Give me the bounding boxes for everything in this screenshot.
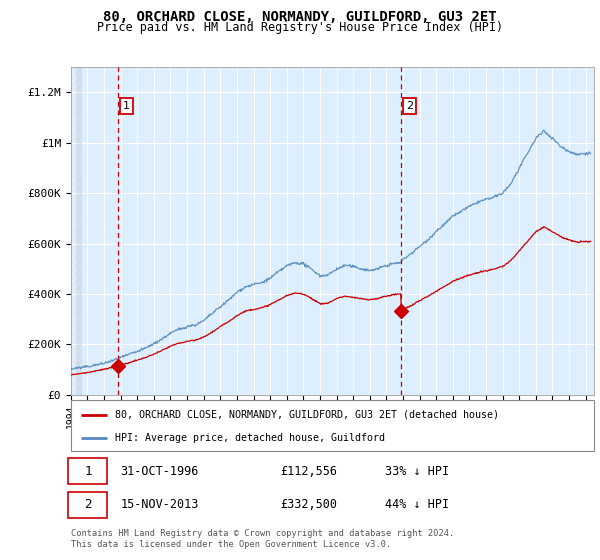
Bar: [76, 67, 82, 395]
Text: 80, ORCHARD CLOSE, NORMANDY, GUILDFORD, GU3 2ET: 80, ORCHARD CLOSE, NORMANDY, GUILDFORD, …: [103, 10, 497, 24]
FancyBboxPatch shape: [71, 400, 594, 451]
Text: Price paid vs. HM Land Registry's House Price Index (HPI): Price paid vs. HM Land Registry's House …: [97, 21, 503, 34]
Text: 1: 1: [84, 465, 92, 478]
FancyBboxPatch shape: [68, 459, 107, 484]
Text: £112,556: £112,556: [280, 465, 337, 478]
Text: 2: 2: [84, 498, 92, 511]
Text: 33% ↓ HPI: 33% ↓ HPI: [385, 465, 449, 478]
Text: £332,500: £332,500: [280, 498, 337, 511]
Text: Contains HM Land Registry data © Crown copyright and database right 2024.
This d: Contains HM Land Registry data © Crown c…: [71, 529, 454, 549]
Text: 44% ↓ HPI: 44% ↓ HPI: [385, 498, 449, 511]
FancyBboxPatch shape: [68, 492, 107, 517]
Text: 15-NOV-2013: 15-NOV-2013: [121, 498, 199, 511]
Text: 80, ORCHARD CLOSE, NORMANDY, GUILDFORD, GU3 2ET (detached house): 80, ORCHARD CLOSE, NORMANDY, GUILDFORD, …: [115, 409, 499, 419]
Text: HPI: Average price, detached house, Guildford: HPI: Average price, detached house, Guil…: [115, 433, 385, 443]
Text: 31-OCT-1996: 31-OCT-1996: [121, 465, 199, 478]
Text: 1: 1: [123, 101, 130, 111]
Text: 2: 2: [406, 101, 413, 111]
